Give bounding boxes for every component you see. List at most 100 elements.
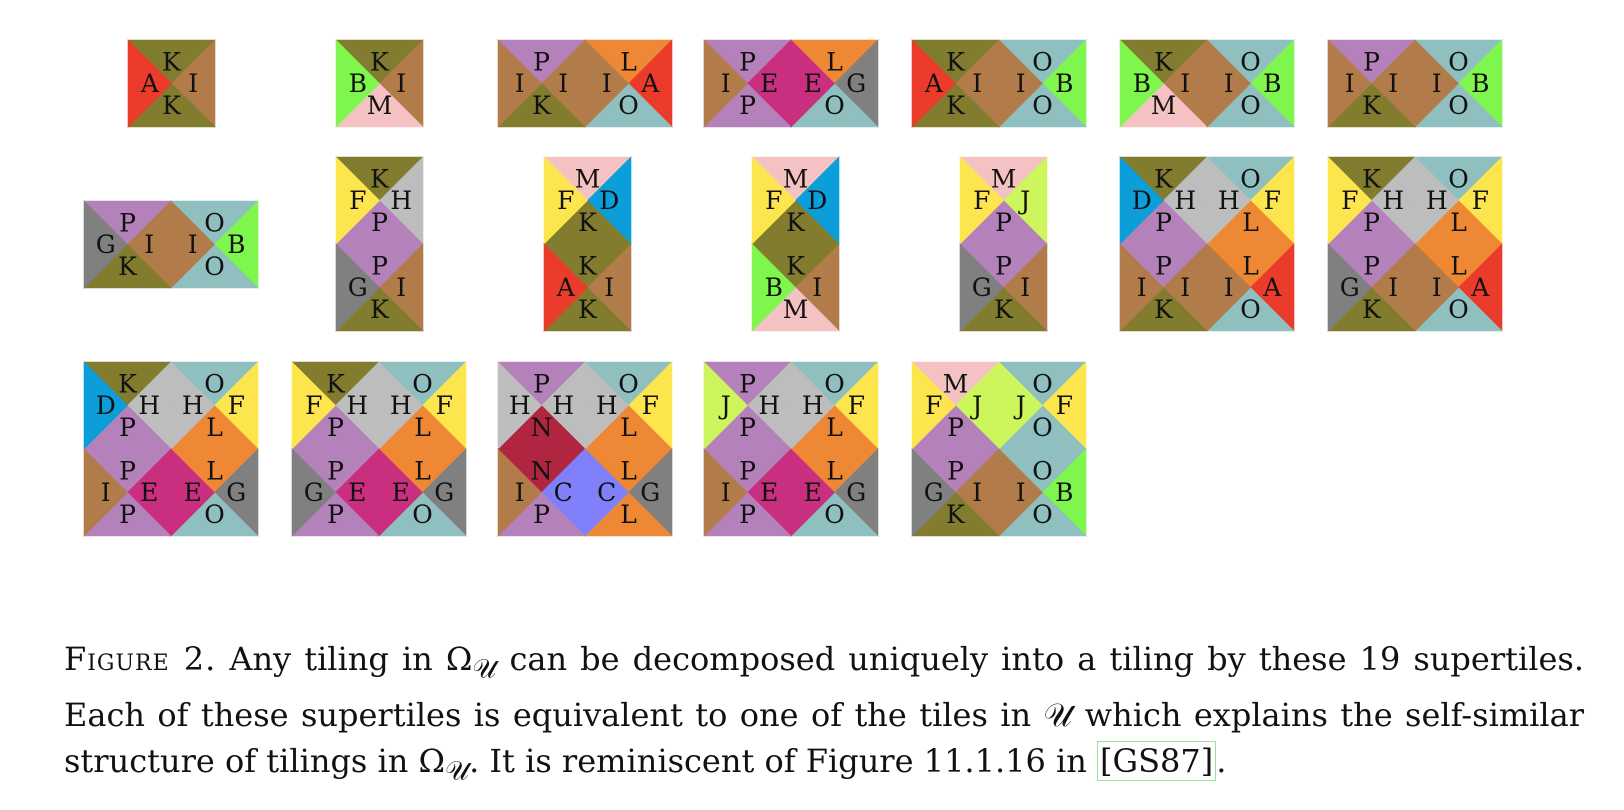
tile-triangle <box>170 361 215 450</box>
edge-label: C <box>554 478 573 507</box>
edge-label: O <box>1240 164 1261 193</box>
edge-label: G <box>972 273 992 302</box>
edge-label: O <box>1240 91 1261 120</box>
edge-label: J <box>718 391 731 420</box>
edge-label: H <box>1218 186 1240 215</box>
figure-label: Figure 2. <box>64 640 217 678</box>
edge-label: P <box>327 413 344 442</box>
citation-gs87-link[interactable]: [GS87] <box>1097 741 1217 782</box>
tile-triangle <box>1414 39 1459 128</box>
edge-label: H <box>1382 186 1404 215</box>
edge-label: K <box>578 251 598 280</box>
edge-label: K <box>1362 91 1382 120</box>
edge-label: I <box>515 69 525 98</box>
edge-label: O <box>1032 91 1053 120</box>
edge-label: O <box>1032 500 1053 529</box>
edge-label: L <box>1242 251 1259 280</box>
tile-triangle <box>1206 243 1251 332</box>
edge-label: L <box>826 413 843 442</box>
edge-label: G <box>846 69 866 98</box>
figure-caption: Figure 2. Any tiling in Ω𝒰 can be decomp… <box>64 636 1584 795</box>
edge-label: P <box>1155 251 1172 280</box>
edge-label: M <box>575 164 601 193</box>
tile-triangle <box>1119 243 1164 332</box>
edge-label: I <box>1020 273 1030 302</box>
edge-label: L <box>1450 251 1467 280</box>
tile-triangle <box>584 448 629 537</box>
edge-label: H <box>509 391 531 420</box>
edge-label: A <box>1470 273 1490 302</box>
tile-triangle <box>1327 156 1372 245</box>
edge-label: K <box>326 369 346 398</box>
edge-label: D <box>1132 186 1152 215</box>
omega-subscript-1: 𝒰 <box>472 653 497 685</box>
tile-triangle <box>911 361 956 450</box>
edge-label: I <box>1224 69 1234 98</box>
edge-label: K <box>370 47 390 76</box>
edge-label: F <box>305 391 322 420</box>
edge-label: F <box>436 391 453 420</box>
edge-label: P <box>533 500 550 529</box>
edge-label: K <box>994 295 1014 324</box>
edge-label: P <box>947 456 964 485</box>
edge-label: H <box>758 391 780 420</box>
edge-label: B <box>227 230 245 259</box>
edge-label: H <box>552 391 574 420</box>
edge-label: M <box>1151 91 1177 120</box>
edge-label: B <box>1471 69 1489 98</box>
edge-label: K <box>578 208 598 237</box>
edge-label: J <box>1013 391 1026 420</box>
edge-label: P <box>1363 251 1380 280</box>
edge-label: L <box>1242 208 1259 237</box>
edge-label: K <box>162 91 182 120</box>
edge-label: P <box>739 413 756 442</box>
tile-triangle <box>1119 39 1164 128</box>
edge-label: E <box>184 478 202 507</box>
edge-label: K <box>118 369 138 398</box>
edge-label: F <box>557 186 574 215</box>
edge-label: E <box>140 478 158 507</box>
tile-triangle <box>790 39 835 128</box>
edge-label: E <box>392 478 410 507</box>
edge-label: I <box>1016 69 1026 98</box>
edge-label: K <box>946 500 966 529</box>
edge-label: I <box>721 69 731 98</box>
edge-label: I <box>972 478 982 507</box>
edge-label: F <box>973 186 990 215</box>
edge-label: F <box>349 186 366 215</box>
edge-label: P <box>1155 208 1172 237</box>
edge-label: B <box>765 273 783 302</box>
edge-label: P <box>739 47 756 76</box>
tile-triangle <box>335 156 380 245</box>
tile-triangle <box>998 39 1043 128</box>
tile-triangle <box>751 243 796 332</box>
tile-triangle <box>998 448 1043 537</box>
edge-label: I <box>602 69 612 98</box>
edge-label: K <box>786 208 806 237</box>
tile-triangle <box>1206 156 1251 245</box>
script-u-symbol: 𝒰 <box>1043 696 1073 735</box>
tile-triangle <box>543 243 588 332</box>
